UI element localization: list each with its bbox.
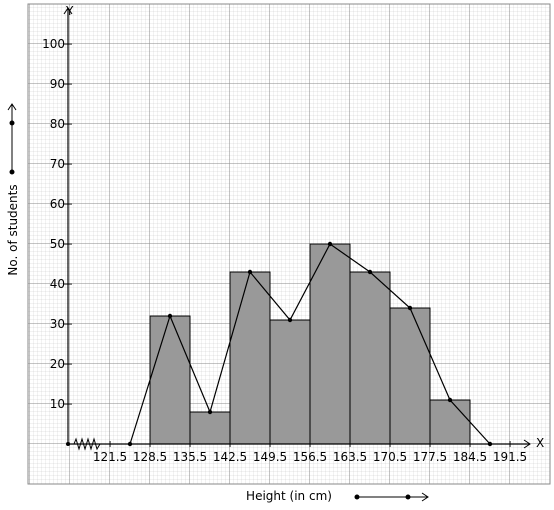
polygon-point: [247, 269, 253, 275]
bar: [149, 315, 191, 445]
decor-arrows: [7, 103, 429, 502]
polygon-point: [447, 397, 453, 403]
x-tick-label: 170.5: [373, 450, 407, 464]
polygon-point: [207, 409, 213, 415]
bar: [189, 411, 231, 445]
x-tick-label: 121.5: [93, 450, 127, 464]
y-axis-label: No. of students: [6, 184, 20, 275]
bar: [269, 319, 311, 445]
x-axis-label: Height (in cm): [246, 489, 332, 503]
y-tick-label: 40: [50, 277, 65, 291]
x-arrow: [523, 439, 531, 449]
bar: [229, 271, 271, 445]
bar: [309, 243, 351, 445]
y-arrow: [63, 7, 73, 15]
y-tick-label: 20: [50, 357, 65, 371]
bar: [349, 271, 391, 445]
x-tick-label: 177.5: [413, 450, 447, 464]
y-tick-label: 80: [50, 117, 65, 131]
x-tick-label: 163.5: [333, 450, 367, 464]
plot-area: [127, 241, 493, 447]
y-tick-label: 10: [50, 397, 65, 411]
x-tick-label: 156.5: [293, 450, 327, 464]
y-axis-letter: Y: [65, 4, 74, 18]
x-tick-label: 128.5: [133, 450, 167, 464]
y-tick-label: 90: [50, 77, 65, 91]
y-tick-label: 30: [50, 317, 65, 331]
y-tick-label: 50: [50, 237, 65, 251]
frequency-polygon: [129, 243, 491, 445]
x-tick-label: 184.5: [453, 450, 487, 464]
bar: [389, 307, 431, 445]
x-tick-label: 191.5: [493, 450, 527, 464]
bar: [429, 399, 471, 445]
polygon-point: [327, 241, 333, 247]
origin-dot: [66, 442, 70, 446]
x-tick-label: 142.5: [213, 450, 247, 464]
axis-break: [73, 437, 101, 451]
polygon-point: [167, 313, 173, 319]
polygon-point: [407, 305, 413, 311]
polygon-point: [367, 269, 373, 275]
x-tick-label: 149.5: [253, 450, 287, 464]
x-tick-label: 135.5: [173, 450, 207, 464]
x-axis-letter: X: [536, 436, 544, 450]
y-tick-label: 60: [50, 197, 65, 211]
y-tick-label: 100: [42, 37, 65, 51]
y-tick-label: 70: [50, 157, 65, 171]
polygon-point: [287, 317, 293, 323]
